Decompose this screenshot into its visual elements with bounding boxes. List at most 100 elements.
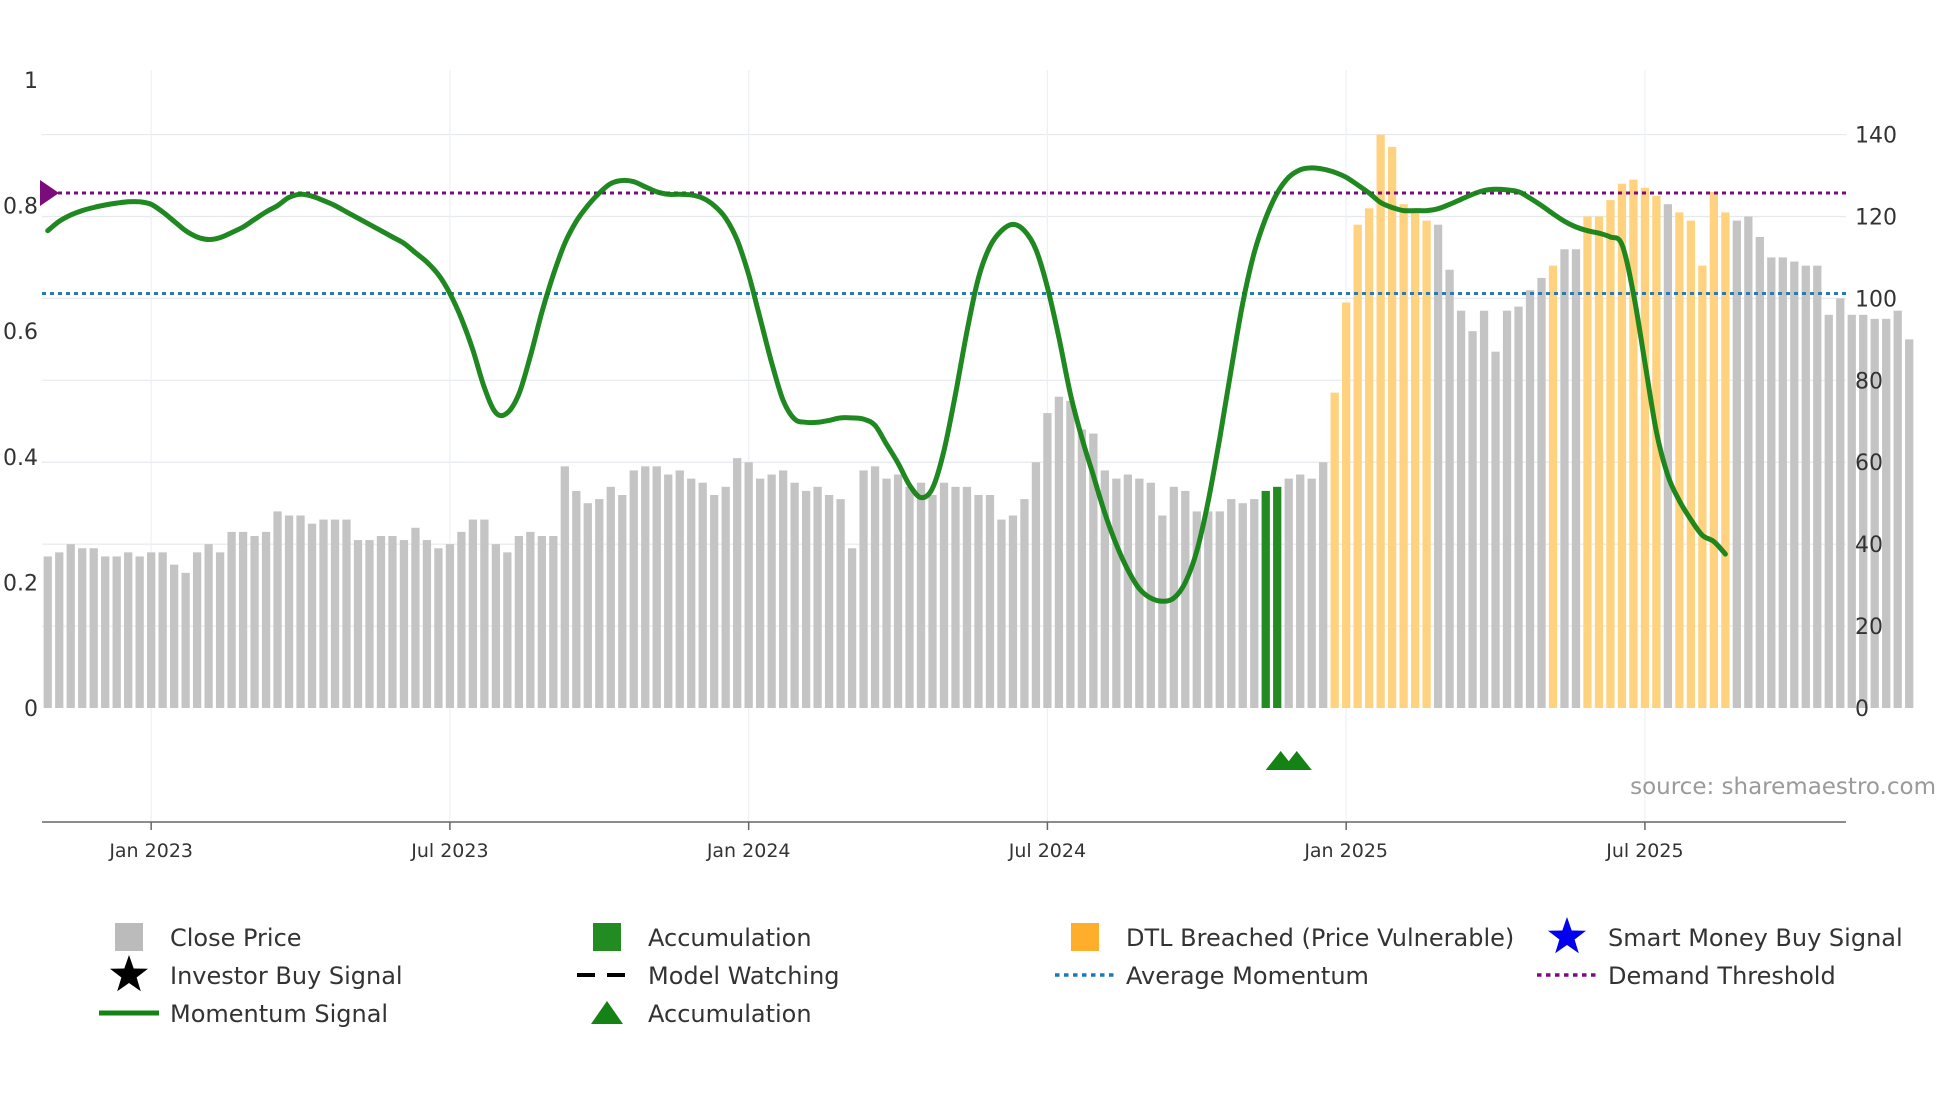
left-axis-tick: 0.4 <box>3 446 38 471</box>
price-bar-grey <box>1031 462 1041 708</box>
x-axis-tick: Jan 2024 <box>706 840 791 862</box>
price-bar-orange <box>1365 208 1374 708</box>
price-bar-grey <box>652 466 661 708</box>
right-axis-tick: 120 <box>1855 205 1897 230</box>
x-axis-tick: Jan 2025 <box>1303 840 1388 862</box>
price-bar-grey <box>1433 224 1443 708</box>
right-axis-tick: 60 <box>1855 451 1883 476</box>
price-bar-grey <box>1284 478 1293 708</box>
price-bar-grey <box>101 556 110 708</box>
legend-label: Accumulation <box>648 1000 812 1028</box>
x-axis-tick: Jul 2025 <box>1605 840 1683 862</box>
price-bar-grey <box>560 466 569 708</box>
price-bar-grey <box>1456 310 1466 708</box>
price-bar-grey <box>537 535 546 708</box>
price-bar-grey <box>135 556 144 708</box>
price-bar-grey <box>606 486 615 708</box>
price-bar-grey <box>1571 249 1581 709</box>
price-bar-grey <box>181 572 190 708</box>
price-bar-grey <box>204 544 213 708</box>
price-bar-grey <box>1008 515 1018 708</box>
price-bar-grey <box>1801 265 1810 708</box>
legend-item-average_momentum: Average Momentum <box>1055 962 1369 990</box>
price-bar-grey <box>744 462 753 708</box>
price-bar-grey <box>170 564 179 708</box>
price-bar-grey <box>1537 277 1546 708</box>
price-bar-grey <box>147 552 156 708</box>
price-bar-grey <box>1077 429 1087 708</box>
left-axis-tick: 0.6 <box>3 320 38 345</box>
source-label: source: sharemaestro.com <box>1630 774 1936 800</box>
price-bar-grey <box>411 527 420 708</box>
price-bar-orange <box>1686 220 1696 708</box>
price-bar-grey <box>813 486 822 708</box>
price-bar-grey <box>1181 490 1190 708</box>
price-bar-grey <box>1744 216 1753 708</box>
legend-label: Demand Threshold <box>1608 962 1836 990</box>
price-bar-grey <box>847 548 857 708</box>
price-bar-grey <box>1778 257 1787 708</box>
price-bar-grey <box>1215 511 1224 708</box>
price-bar-grey <box>422 540 432 708</box>
price-bar-grey <box>1250 499 1259 708</box>
price-bar-grey <box>870 466 880 708</box>
price-bar-grey <box>284 515 294 708</box>
price-bar-orange <box>1342 302 1351 708</box>
price-bar-grey <box>78 548 87 708</box>
price-bar-grey <box>1112 478 1121 708</box>
price-bar-grey <box>733 458 742 708</box>
price-bar-grey <box>330 519 340 708</box>
price-bar-grey <box>767 474 776 708</box>
momentum-signal-line <box>45 165 1728 604</box>
price-bar-grey <box>1755 236 1764 708</box>
price-bar-orange <box>1594 216 1604 708</box>
legend-label: Momentum Signal <box>170 1000 388 1028</box>
price-bar-grey <box>974 495 983 708</box>
price-bar-grey <box>1790 261 1799 708</box>
price-bar-grey <box>1123 474 1132 708</box>
reference-lines <box>40 180 1846 296</box>
price-bar-grey <box>618 495 627 708</box>
price-bar-grey <box>491 544 501 708</box>
price-bar-grey <box>480 519 489 708</box>
legend-item-accumulation_marker: Accumulation <box>591 1000 812 1028</box>
price-bar-grey <box>1824 314 1833 708</box>
price-bar-grey <box>859 470 868 708</box>
price-bar-grey <box>951 486 960 708</box>
left-axis-tick: 0.2 <box>3 571 38 596</box>
price-bar-grey <box>893 474 903 708</box>
price-bar-grey <box>939 482 949 708</box>
legend-item-accumulation_bar: Accumulation <box>593 923 812 952</box>
price-bar-grey <box>250 535 259 708</box>
price-bar-grey <box>399 540 409 708</box>
momentum-signal <box>45 165 1728 604</box>
price-bar-orange <box>1721 212 1730 708</box>
left-axis-tick: 0 <box>24 697 38 722</box>
price-bar-grey <box>273 511 282 708</box>
price-bar-orange <box>1652 196 1661 708</box>
legend-item-demand_threshold: Demand Threshold <box>1537 962 1836 990</box>
price-bar-grey <box>801 490 811 708</box>
price-bar-grey <box>1813 265 1822 708</box>
price-bar-grey <box>124 552 133 708</box>
price-bar-grey <box>1905 339 1914 708</box>
price-bar-grey <box>985 495 995 708</box>
price-bar-orange <box>1617 183 1627 709</box>
price-bar-grey <box>66 544 75 708</box>
price-bar-grey <box>1514 306 1523 708</box>
legend-item-model_watching: Model Watching <box>577 962 840 990</box>
threshold-diamond-marker <box>40 180 59 207</box>
price-bar-grey <box>1491 351 1500 708</box>
price-bar-grey <box>1204 511 1213 708</box>
price-bar-grey <box>916 482 926 708</box>
price-bar-grey <box>790 482 799 708</box>
legend-label: Model Watching <box>648 962 840 990</box>
price-bar-green <box>1261 490 1270 708</box>
price-bar-grey <box>824 495 834 708</box>
price-bar-grey <box>882 478 891 708</box>
price-bar-orange <box>1330 392 1339 708</box>
price-bar-grey <box>1732 220 1741 708</box>
legend-label: Accumulation <box>648 924 812 952</box>
price-bar-orange <box>1583 216 1592 708</box>
